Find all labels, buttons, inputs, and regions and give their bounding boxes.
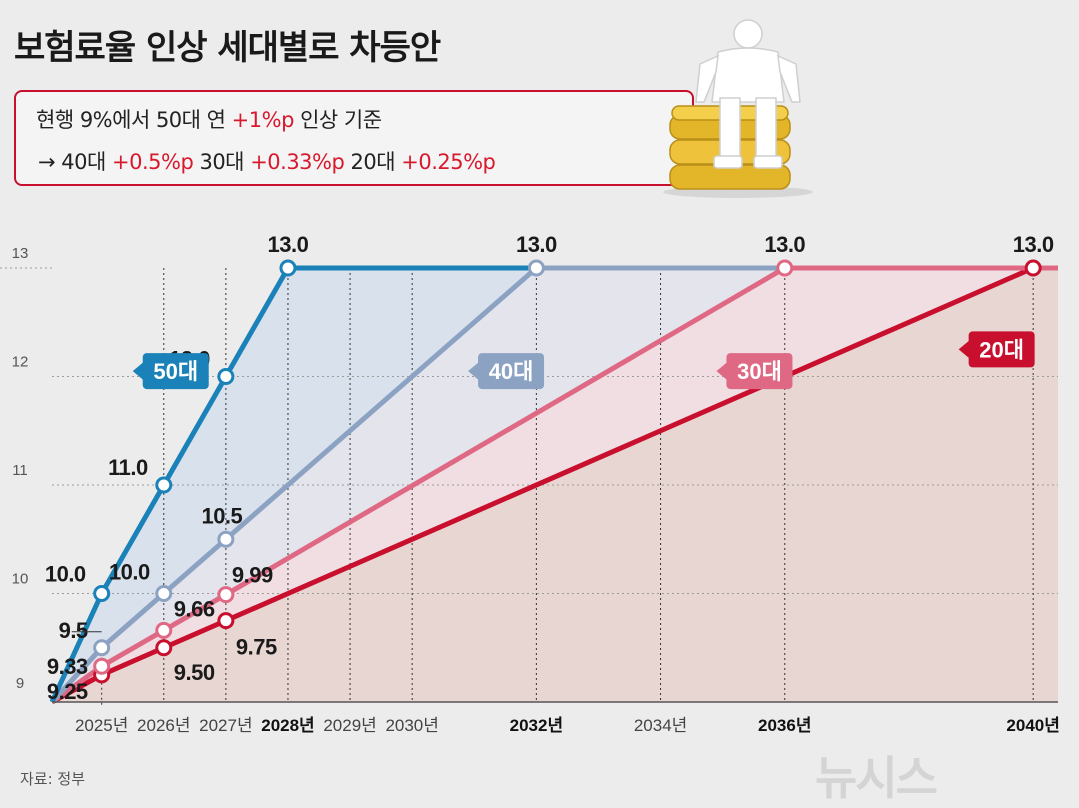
area-50 [52,268,785,702]
data-label-s50: 10.0 [45,562,86,587]
note-highlight: +0.25%p [401,150,496,174]
x-tick-label: 2040년 [1006,716,1059,735]
data-label-s30: 13.0 [764,232,805,257]
data-point-s50 [93,585,111,602]
data-point-s20 [155,639,173,657]
legend-tag-s50 [142,353,209,390]
legend-label-s20: 20대 [979,337,1024,362]
data-point-s40 [217,530,235,548]
x-tick-label: 2026년 [137,716,190,735]
x-tick-label: 2036년 [758,716,811,735]
legend-tag-s20 [968,331,1035,368]
legend-tag-s30 [726,353,793,390]
y-tick-label: 12 [12,354,29,371]
data-point-s30 [217,586,235,604]
data-point-s50 [279,259,297,277]
series-line-s50 [49,265,537,704]
legend-tag-pointer [132,361,145,382]
note-text: 현행 9%에서 50대 연 [36,108,232,132]
area-30 [52,268,1058,702]
watermark-logo: 뉴시스 [815,751,938,805]
x-tick-label: 2028년 [261,716,314,735]
note-text: 20대 [344,150,402,174]
area-layer [52,268,1058,702]
y-tick-label: 13 [12,245,29,262]
note-line-1: 현행 9%에서 50대 연 +1%p 인상 기준 [36,104,382,134]
x-tick-label: 2027년 [199,716,252,735]
data-label-s40: 9.5 [59,618,88,643]
legend-tag-pointer [468,361,481,382]
legend-label-s40: 40대 [489,359,534,384]
data-label-s40: 10.0 [109,560,150,585]
series-line-s20 [50,265,1058,705]
source-label: 자료: 정부 [20,770,86,788]
note-text: 인상 기준 [293,108,382,132]
data-label-s50: 11.0 [108,455,148,480]
legend-tag-s40 [478,353,545,390]
series-line-s30 [50,265,1058,705]
data-point-s40 [527,259,545,277]
note-text: → 40대 [38,150,112,174]
note-highlight: +0.33%p [250,150,345,174]
data-label-s20: 13.0 [1013,232,1054,257]
data-label-s50: 12.0 [169,347,210,372]
note-line-2: → 40대 +0.5%p 30대 +0.33%p 20대 +0.25%p [38,146,496,176]
person-figure [695,19,801,169]
data-label-s40: 10.5 [201,503,242,528]
legend-label-s50: 50대 [153,359,198,384]
lines-layer [49,265,1058,705]
note-highlight: +1%p [231,108,295,132]
y-tick-label: 9 [16,675,24,692]
data-label-s40: 13.0 [516,232,557,257]
data-point-s20 [1024,259,1042,277]
coins-illustration [663,19,813,198]
note-highlight: +0.5%p [112,150,194,174]
note-box: 현행 9%에서 50대 연 +1%p 인상 기준 → 40대 +0.5%p 30… [14,90,694,186]
data-label-s30: 9.66 [174,596,215,621]
area-20 [52,268,1058,702]
data-point-s40 [93,639,111,657]
data-point-s30 [155,621,173,639]
data-label-s30: 9.33 [47,654,88,679]
legend-tag-pointer [958,339,971,360]
page-title: 보험료율 인상 세대별로 차등안 [14,28,441,68]
data-point-s50 [217,368,235,385]
legend-label-s30: 30대 [737,359,782,384]
y-tick-label: 10 [12,571,29,588]
x-tick-label: 2034년 [634,716,687,735]
data-label-s20: 9.75 [236,635,277,660]
grid-layer [0,267,1058,705]
series-line-s40 [50,265,785,704]
data-label-s20: 9.50 [174,660,215,685]
data-point-s20 [93,666,111,684]
data-point-s30 [93,657,111,675]
marks-layer: 9.25 9.50 9.75 13.0 9.33 9.66 9.99 13.0 9.5 10.0 1… [45,232,1054,704]
y-tick-label: 11 [12,462,28,479]
legend-tag-pointer [716,361,729,382]
data-point-s30 [776,259,794,277]
legend-layer: 20대 30대 40대 50대 [132,331,1035,390]
data-point-s20 [217,612,235,630]
x-tick-label: 2032년 [510,716,563,735]
note-text: 30대 [193,150,251,174]
data-label-s20: 9.25 [47,679,88,704]
data-label-s30: 9.99 [232,563,273,588]
area-40 [52,268,1058,702]
x-tick-label: 2030년 [385,716,438,735]
data-point-s50 [155,476,173,494]
data-label-s50: 13.0 [268,232,309,257]
data-point-s40 [155,585,173,602]
axis-layer: 9 10 11 12 13 2025년 2026년 2027년 2028년 2029년 2030년 2… [12,245,1060,735]
x-tick-label: 2025년 [75,716,128,735]
x-tick-label: 2029년 [323,716,376,735]
